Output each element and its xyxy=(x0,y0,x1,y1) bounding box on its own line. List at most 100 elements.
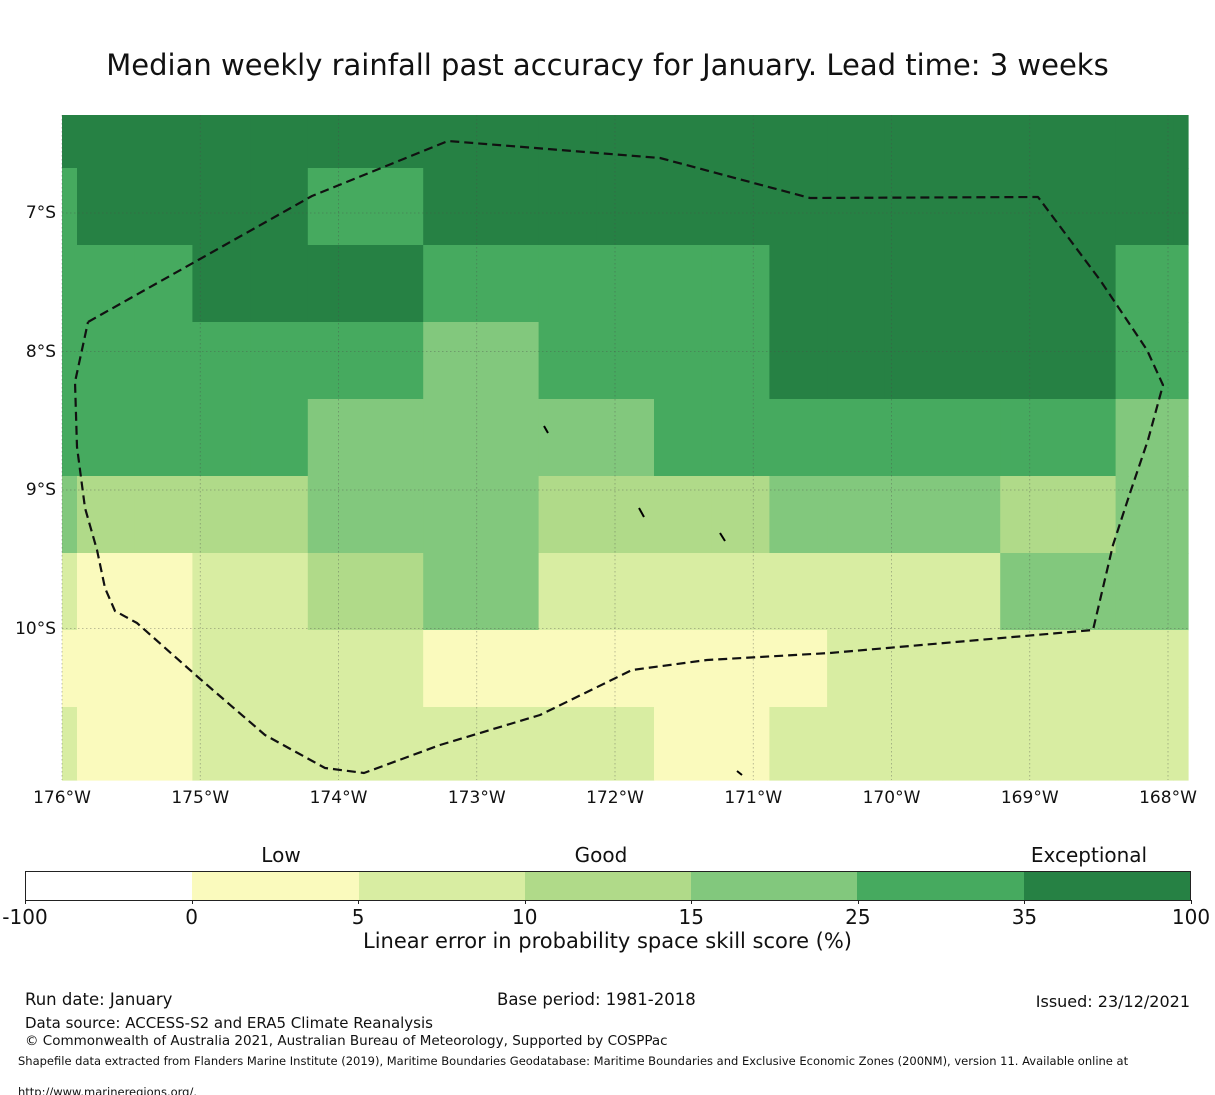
map-cell xyxy=(596,245,655,323)
map-cell xyxy=(62,322,78,400)
map-cell xyxy=(538,707,597,781)
map-cell xyxy=(1000,553,1059,631)
map-cell xyxy=(884,553,944,631)
map-cell xyxy=(77,476,136,554)
map-cell xyxy=(1057,476,1117,554)
map-cell xyxy=(942,168,1001,246)
map-cell xyxy=(654,115,713,169)
map-cell xyxy=(538,553,597,631)
map-cell xyxy=(769,399,828,477)
base-period-text: Base period: 1981-2018 xyxy=(497,990,696,1009)
map-cell xyxy=(1000,168,1059,246)
map-cell xyxy=(942,630,1001,708)
map-cell xyxy=(62,245,78,323)
x-tick-label: 174°W xyxy=(309,788,368,808)
map-cell xyxy=(423,553,482,631)
map-cell xyxy=(307,553,367,631)
copyright-text: © Commonwealth of Australia 2021, Austra… xyxy=(25,1033,668,1049)
map-cell xyxy=(365,553,424,631)
map-cell xyxy=(134,707,193,781)
colorbar-tick-label: 0 xyxy=(185,905,198,929)
map-cell xyxy=(827,553,886,631)
colorbar-tick-mark xyxy=(857,900,859,904)
colorbar-tick-mark xyxy=(25,900,26,904)
map-cell xyxy=(1115,553,1174,631)
map-cell xyxy=(654,630,713,708)
map-cell xyxy=(884,245,944,323)
map-cell xyxy=(250,707,309,781)
colorbar-tick-mark xyxy=(191,900,193,904)
map-cell xyxy=(827,322,886,400)
map-cell xyxy=(192,322,251,400)
map-cell xyxy=(884,399,944,477)
x-tick-label: 175°W xyxy=(171,788,230,808)
map-cell xyxy=(1173,707,1189,781)
map-cell xyxy=(1057,399,1117,477)
map-cell xyxy=(423,245,482,323)
x-tick-label: 169°W xyxy=(1000,788,1059,808)
colorbar-tick-label: 10 xyxy=(511,905,538,929)
map-cell xyxy=(1115,245,1174,323)
map-cell xyxy=(250,476,309,554)
map-cell xyxy=(307,245,367,323)
map-cell xyxy=(942,322,1001,400)
map-cell xyxy=(538,476,597,554)
map-cell xyxy=(480,630,540,708)
map-cell xyxy=(423,476,482,554)
map-cell xyxy=(596,115,655,169)
map-cell xyxy=(480,553,540,631)
map-cell xyxy=(942,476,1001,554)
y-tick-label: 9°S xyxy=(25,480,56,500)
x-tick-label: 171°W xyxy=(724,788,783,808)
map-cell xyxy=(1115,322,1174,400)
map-cell xyxy=(1115,115,1174,169)
map-cell xyxy=(1057,707,1117,781)
map-cell xyxy=(654,707,713,781)
map-cell xyxy=(134,630,193,708)
map-cell xyxy=(884,115,944,169)
map-cell xyxy=(480,245,540,323)
eez-boundary-line xyxy=(73,139,1165,775)
map-cell xyxy=(307,476,367,554)
map-cell xyxy=(1173,476,1189,554)
map-cell xyxy=(480,707,540,781)
colorbar-segment xyxy=(524,872,692,900)
map-cell xyxy=(1173,245,1189,323)
map-cell xyxy=(365,322,424,400)
map-cell xyxy=(192,553,251,631)
colorbar-quality-label: Low xyxy=(261,843,301,867)
map-cell xyxy=(654,322,713,400)
map-cell xyxy=(711,322,770,400)
map-cell xyxy=(62,630,78,708)
map-cell xyxy=(827,168,886,246)
map-cell xyxy=(365,245,424,323)
map-cell xyxy=(711,168,770,246)
map-cell xyxy=(654,476,713,554)
y-tick-label: 8°S xyxy=(25,341,56,362)
map-cell xyxy=(538,245,597,323)
map-cell xyxy=(884,476,944,554)
colorbar-segment xyxy=(857,872,1024,900)
map-cell xyxy=(769,115,828,169)
map-cell xyxy=(827,476,886,554)
map-cell xyxy=(711,245,770,323)
map-cell xyxy=(480,115,540,169)
x-tick-label: 176°W xyxy=(33,788,91,808)
map-cell xyxy=(365,630,424,708)
map-cell xyxy=(192,630,251,708)
map-cell xyxy=(654,245,713,323)
map-cell xyxy=(1000,476,1059,554)
y-tick-label: 10°S xyxy=(15,618,56,639)
x-tick-label: 172°W xyxy=(586,788,644,808)
map-cell xyxy=(1057,168,1117,246)
map-cell xyxy=(423,322,482,400)
map-cell xyxy=(1057,245,1117,323)
map-cell xyxy=(480,399,540,477)
map-cell xyxy=(596,630,655,708)
colorbar-quality-label: Good xyxy=(574,843,628,867)
map-cell xyxy=(827,399,886,477)
map-cell xyxy=(192,707,251,781)
map-cell xyxy=(134,245,193,323)
map-cell xyxy=(769,245,828,323)
